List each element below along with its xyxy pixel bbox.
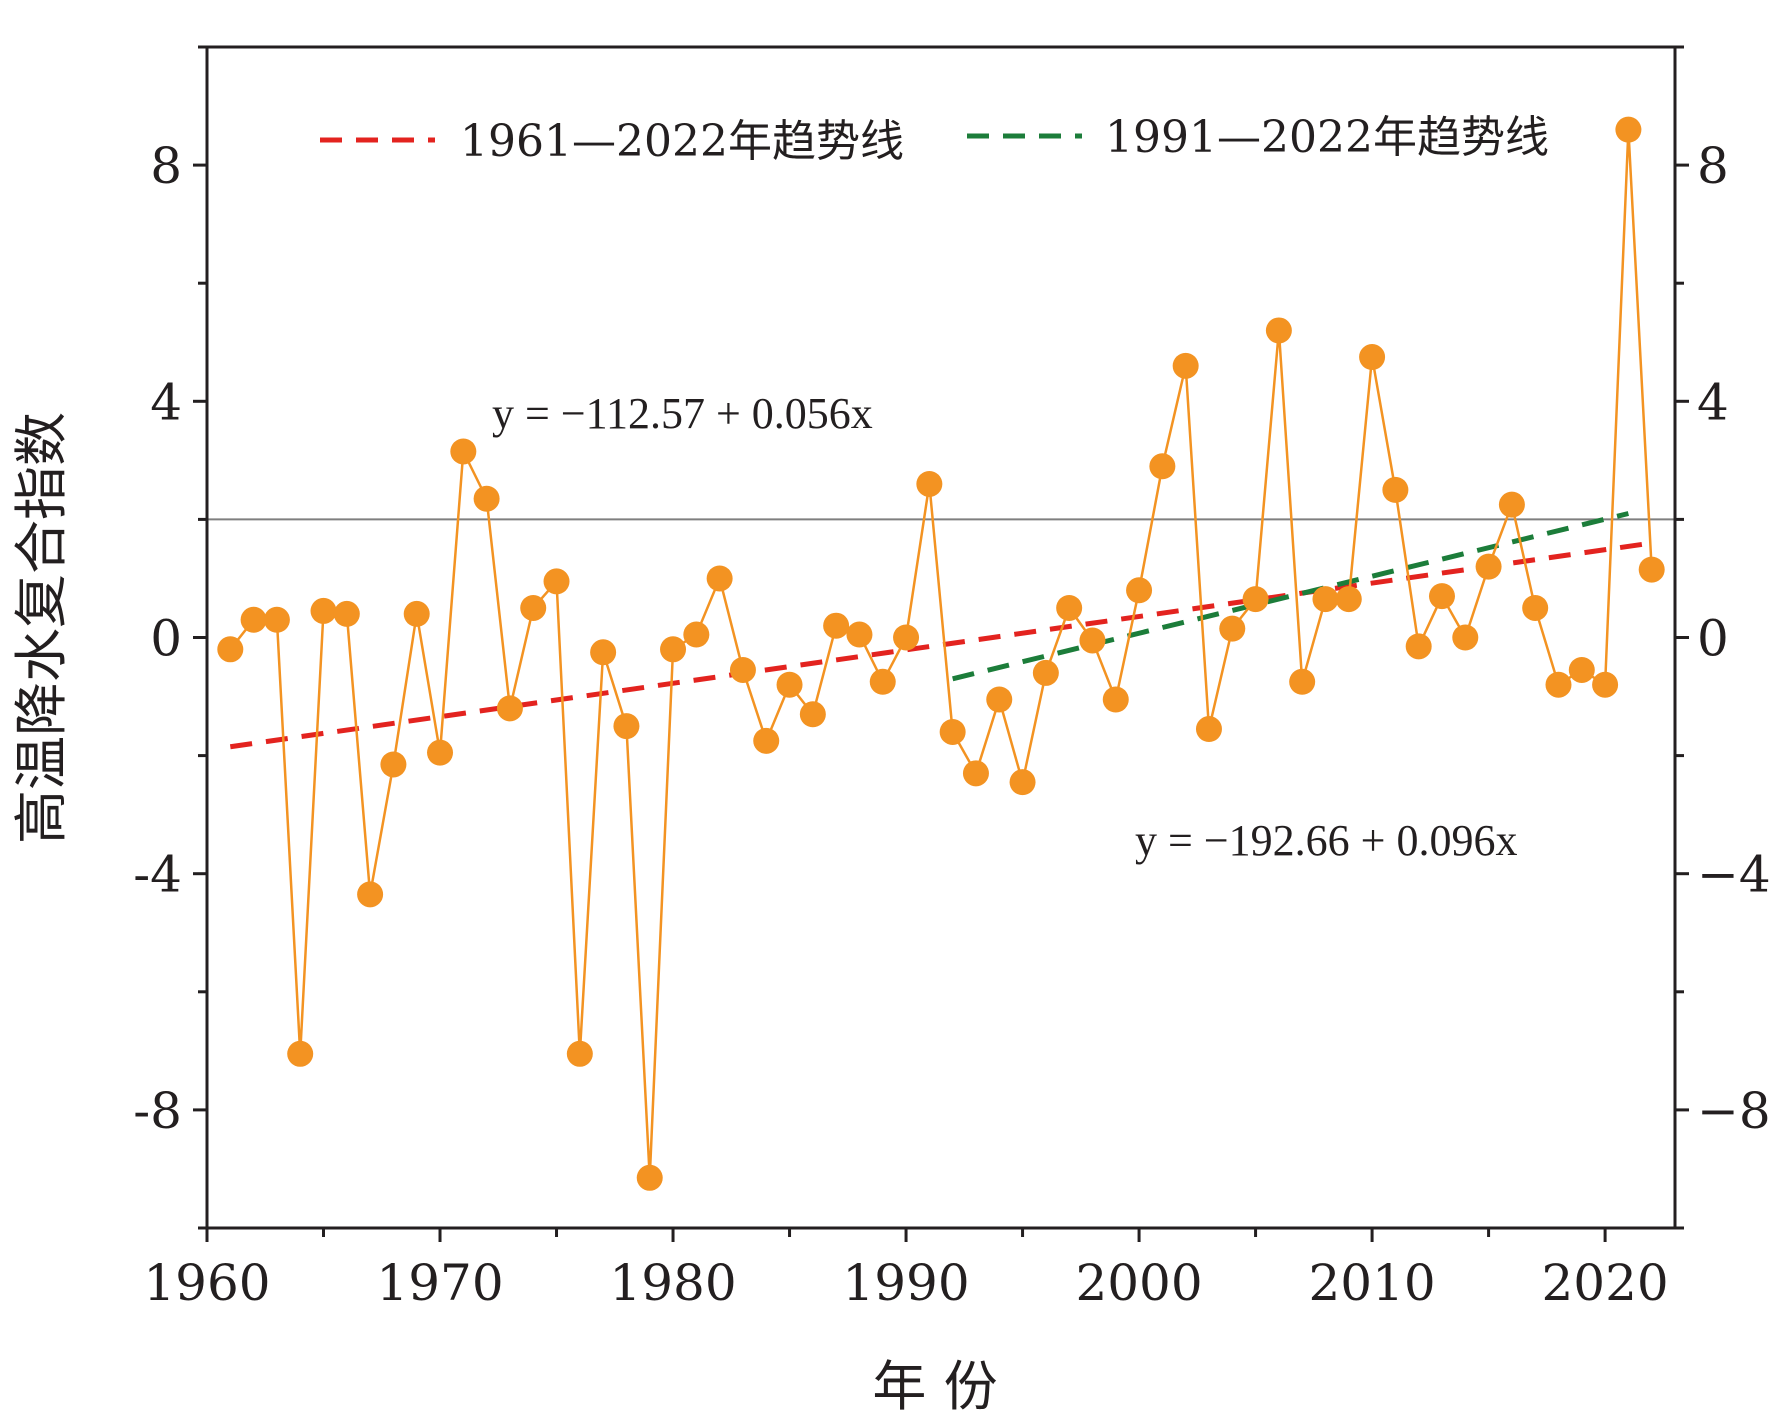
trend-line-2 xyxy=(952,511,1629,682)
x-tick-label-2000: 2000 xyxy=(1075,1254,1202,1312)
data-point-1990 xyxy=(893,624,920,651)
data-point-2012 xyxy=(1405,633,1432,660)
data-point-1997 xyxy=(1056,594,1083,621)
data-point-1999 xyxy=(1102,686,1129,713)
data-point-1989 xyxy=(869,668,896,695)
data-point-2022 xyxy=(1638,556,1665,583)
data-point-1995 xyxy=(1009,769,1036,796)
x-tick-label-1970: 1970 xyxy=(376,1254,503,1312)
y-tick-label-right-4: 4 xyxy=(1697,373,1729,431)
data-point-2008 xyxy=(1312,586,1339,613)
legend: 1961—2022年趋势线 1991—2022年趋势线 xyxy=(320,112,1549,167)
data-point-2006 xyxy=(1265,317,1292,344)
trend-line-1 xyxy=(229,540,1653,750)
data-point-2018 xyxy=(1545,671,1572,698)
legend-label-trend2: 1991—2022年趋势线 xyxy=(1105,112,1549,163)
data-point-1996 xyxy=(1032,659,1059,686)
data-point-1973 xyxy=(496,695,523,722)
data-point-1969 xyxy=(403,600,430,627)
data-point-1987 xyxy=(823,612,850,639)
data-point-1970 xyxy=(427,739,454,766)
data-point-1964 xyxy=(287,1040,314,1067)
x-tick-label-1960: 1960 xyxy=(143,1254,270,1312)
x-tick-label-2010: 2010 xyxy=(1308,1254,1435,1312)
data-point-2000 xyxy=(1126,577,1153,604)
y-tick-label-right-8: 8 xyxy=(1697,137,1729,195)
axis-layer: 1960 1970 1980 1990 2000 2010 2020 8 4 0 -4 -8 8 4 0 −4… xyxy=(133,45,1771,1312)
y-tick-label-right--4: −4 xyxy=(1697,846,1771,904)
data-point-1980 xyxy=(660,636,687,663)
y-tick-label-left--8: -8 xyxy=(133,1082,182,1140)
data-point-1962 xyxy=(240,606,267,633)
data-point-2011 xyxy=(1382,476,1409,503)
x-tick-label-1980: 1980 xyxy=(609,1254,736,1312)
data-point-2021 xyxy=(1615,116,1642,143)
data-point-1984 xyxy=(753,727,780,754)
data-point-1976 xyxy=(566,1040,593,1067)
x-tick-label-2020: 2020 xyxy=(1541,1254,1668,1312)
data-point-1993 xyxy=(962,760,989,787)
data-point-1967 xyxy=(357,881,384,908)
data-point-2013 xyxy=(1428,583,1455,610)
data-point-2010 xyxy=(1359,344,1386,371)
data-point-1977 xyxy=(590,639,617,666)
y-tick-label-right--8: −8 xyxy=(1697,1082,1771,1140)
data-point-2019 xyxy=(1568,656,1595,683)
series-layer xyxy=(217,116,1665,1191)
series-line xyxy=(229,129,1653,1178)
data-point-2005 xyxy=(1242,586,1269,613)
data-point-2015 xyxy=(1475,553,1502,580)
data-point-1981 xyxy=(683,621,710,648)
data-point-1994 xyxy=(986,686,1013,713)
data-point-1992 xyxy=(939,718,966,745)
data-point-1971 xyxy=(450,438,477,465)
data-point-2003 xyxy=(1195,716,1222,743)
data-point-1965 xyxy=(310,597,337,624)
legend-label-trend1: 1961—2022年趋势线 xyxy=(460,116,904,167)
data-point-1986 xyxy=(799,701,826,728)
y-tick-label-left-0: 0 xyxy=(150,610,182,668)
data-point-2009 xyxy=(1335,586,1362,613)
data-point-2001 xyxy=(1149,453,1176,480)
y-tick-label-left--4: -4 xyxy=(133,846,182,904)
data-point-1978 xyxy=(613,713,640,740)
data-point-2004 xyxy=(1219,615,1246,642)
data-point-1966 xyxy=(333,600,360,627)
x-tick-label-1990: 1990 xyxy=(842,1254,969,1312)
data-point-2007 xyxy=(1289,668,1316,695)
equation-trend1: y = −112.57 + 0.056x xyxy=(492,389,873,438)
y-axis-title: 高温降水复合指数 xyxy=(10,412,73,844)
data-point-1982 xyxy=(706,565,733,592)
data-point-2017 xyxy=(1522,594,1549,621)
data-point-1974 xyxy=(520,594,547,621)
data-point-1968 xyxy=(380,751,407,778)
data-point-1988 xyxy=(846,621,873,648)
data-point-2020 xyxy=(1592,671,1619,698)
trend-layer xyxy=(229,511,1653,750)
y-tick-label-right-0: 0 xyxy=(1697,610,1729,668)
data-point-2016 xyxy=(1498,491,1525,518)
data-point-2014 xyxy=(1452,624,1479,651)
data-point-1963 xyxy=(263,606,290,633)
data-point-2002 xyxy=(1172,352,1199,379)
equation-trend2: y = −192.66 + 0.096x xyxy=(1135,816,1517,865)
data-point-1972 xyxy=(473,485,500,512)
y-tick-label-left-8: 8 xyxy=(150,137,182,195)
data-point-1985 xyxy=(776,671,803,698)
data-point-1975 xyxy=(543,568,570,595)
data-point-1979 xyxy=(636,1164,663,1191)
data-point-1961 xyxy=(217,636,244,663)
data-point-1991 xyxy=(916,470,943,497)
data-point-1998 xyxy=(1079,627,1106,654)
data-point-1983 xyxy=(729,656,756,683)
y-tick-label-left-4: 4 xyxy=(150,373,182,431)
x-axis-title: 年 份 xyxy=(872,1355,997,1415)
